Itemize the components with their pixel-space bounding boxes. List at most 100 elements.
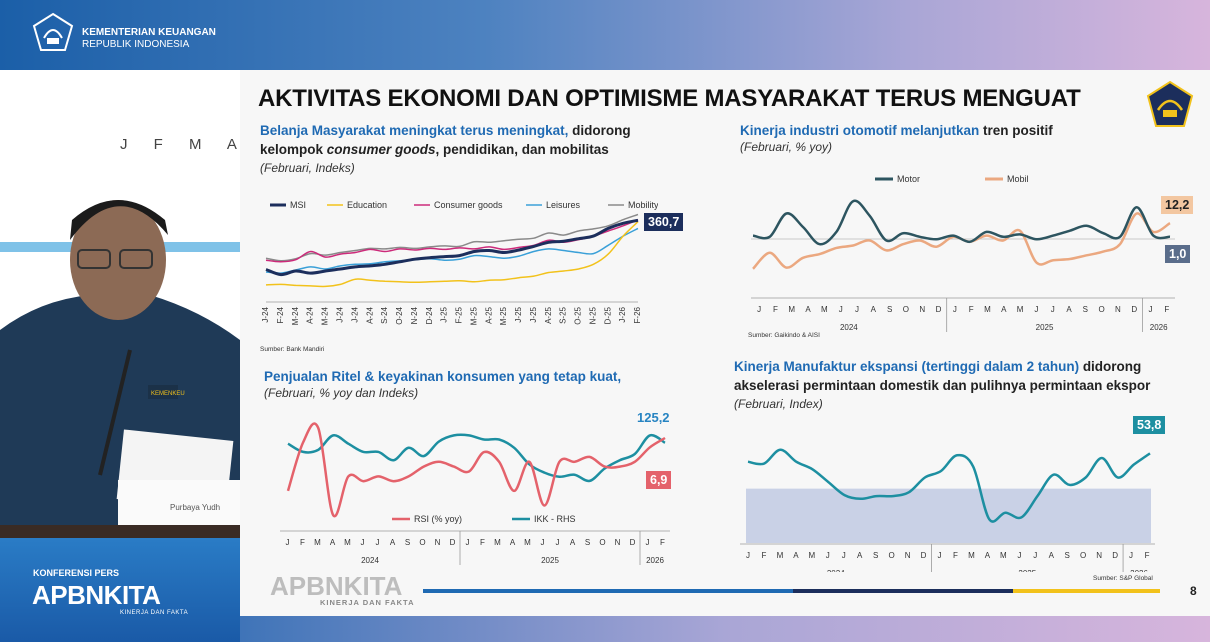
c4-x-tick: J <box>842 551 846 560</box>
c4-x-tick: M <box>777 551 784 560</box>
legend-label-rsi: RSI (% yoy) <box>414 514 462 524</box>
panel2-title-rest: tren positif <box>979 123 1053 138</box>
c4-x-tick: S <box>873 551 878 560</box>
c3-x-tick: J <box>286 538 290 547</box>
panel3-title-highlight: Penjualan Ritel & keyakinan konsumen yan… <box>264 369 622 384</box>
panel1-title-highlight: Belanja Masyarakat meningkat terus menin… <box>260 123 569 138</box>
c4-x-tick: J <box>1033 551 1037 560</box>
x-tick: M-24 <box>291 306 300 325</box>
speaker-video: J F M A KEMENKEU Purbaya Yudh KONFERENSI… <box>0 70 240 642</box>
kemenkeu-logo-icon <box>32 12 74 51</box>
legend-label: Mobility <box>628 200 658 210</box>
c2-x-tick: J <box>1149 305 1153 314</box>
msi-chart: MSI Education Consumer goods Leisures Mobili… <box>261 200 658 325</box>
c3-x-tick: M <box>524 538 531 547</box>
c2-year-label: 2026 <box>1150 323 1168 332</box>
x-tick: O-25 <box>574 306 583 324</box>
c3-x-tick: D <box>450 538 456 547</box>
x-tick: J-25 <box>529 306 538 322</box>
contraction-band <box>746 488 1151 543</box>
c3-x-tick: M <box>344 538 351 547</box>
x-tick: J-24 <box>336 306 345 322</box>
c4-x-tick: J <box>826 551 830 560</box>
ministry-name: KEMENTERIAN KEUANGAN REPUBLIK INDONESIA <box>82 27 216 51</box>
legend-label: Consumer goods <box>434 200 503 210</box>
c2-x-tick: N <box>1115 305 1121 314</box>
c2-x-tick: J <box>953 305 957 314</box>
c4-x-tick: F <box>953 551 958 560</box>
panel2-subtitle: (Februari, % yoy) <box>740 140 833 154</box>
top-banner: KEMENTERIAN KEUANGAN REPUBLIK INDONESIA <box>0 0 1210 70</box>
apbnkita-logo: APBNKITA <box>32 580 161 610</box>
c2-x-tick: S <box>887 305 892 314</box>
pmi-value-badge: 53,8 <box>1133 416 1166 434</box>
c4-x-tick: F <box>761 551 766 560</box>
c4-year-label: 2026 <box>1130 569 1148 572</box>
c4-x-tick: N <box>905 551 911 560</box>
footer-bar-blue <box>423 589 793 593</box>
x-tick: J-24 <box>350 306 359 322</box>
stage-banner <box>0 538 240 642</box>
c2-x-tick: M <box>821 305 828 314</box>
c3-year-label: 2025 <box>541 556 559 565</box>
x-tick: J-25 <box>514 306 523 322</box>
c4-x-tick: M <box>808 551 815 560</box>
x-tick: A-25 <box>544 306 553 323</box>
c3-x-tick: J <box>361 538 365 547</box>
footer-tagline: KINERJA DAN FAKTA <box>320 598 415 607</box>
x-tick: D-24 <box>425 306 434 324</box>
kemenkeu-emblem-icon <box>1146 80 1194 127</box>
c2-x-tick: M <box>1017 305 1024 314</box>
x-tick: M-24 <box>321 306 330 325</box>
c2-x-tick: J <box>757 305 761 314</box>
c2-x-tick: F <box>1164 305 1169 314</box>
panel1-title-tail: , pendidikan, dan mobilitas <box>435 142 609 157</box>
bottom-banner <box>240 616 1210 642</box>
footer-bar-navy <box>793 589 1013 593</box>
c2-x-tick: N <box>919 305 925 314</box>
series-motor <box>752 199 1171 246</box>
c4-x-tick: A <box>1049 551 1055 560</box>
rsi-value-badge: 6,9 <box>646 471 672 489</box>
c3-x-tick: J <box>556 538 560 547</box>
panel4-source: Sumber: S&P Global <box>1093 575 1153 582</box>
x-tick: M-25 <box>469 306 478 325</box>
legend-label: MSI <box>290 200 306 210</box>
legend-label: Education <box>347 200 387 210</box>
series-pmi <box>747 448 1151 523</box>
x-tick: F-25 <box>455 306 464 323</box>
x-tick: J-25 <box>440 306 449 322</box>
c4-x-tick: A <box>793 551 799 560</box>
x-tick: O-24 <box>395 306 404 324</box>
c2-x-tick: A <box>1066 305 1072 314</box>
nameplate-text: Purbaya Yudh <box>170 503 220 512</box>
c3-x-tick: O <box>599 538 605 547</box>
c2-x-tick: D <box>1131 305 1137 314</box>
x-tick: A-25 <box>484 306 493 323</box>
ikk-value: 125,2 <box>637 410 670 425</box>
panel2-source: Sumber: Gaikindo & AISI <box>748 332 820 339</box>
c3-x-tick: F <box>480 538 485 547</box>
c2-x-tick: J <box>855 305 859 314</box>
c2-year-label: 2024 <box>840 323 858 332</box>
x-tick: J-24 <box>261 306 270 322</box>
x-tick: F-24 <box>276 306 285 323</box>
ministry-label: KEMENTERIAN KEUANGAN <box>82 27 216 38</box>
series-education <box>265 221 639 288</box>
c4-x-tick: M <box>968 551 975 560</box>
footer-brand: APBNKITA <box>270 571 403 601</box>
panel4-title-highlight: Kinerja Manufaktur ekspansi (tertinggi d… <box>734 359 1080 374</box>
c3-x-tick: J <box>646 538 650 547</box>
c4-year-label: 2025 <box>1018 569 1036 572</box>
c3-x-tick: A <box>330 538 336 547</box>
wall-months: J F M A <box>120 136 239 153</box>
legend-label-ikk: IKK - RHS <box>534 514 576 524</box>
panel1-title-em: consumer goods <box>326 142 436 157</box>
x-tick: S-25 <box>559 306 568 323</box>
c4-x-tick: A <box>985 551 991 560</box>
series-mobility <box>265 213 639 262</box>
panel1-subtitle: (Februari, Indeks) <box>260 161 355 175</box>
c2-x-tick: D <box>936 305 942 314</box>
